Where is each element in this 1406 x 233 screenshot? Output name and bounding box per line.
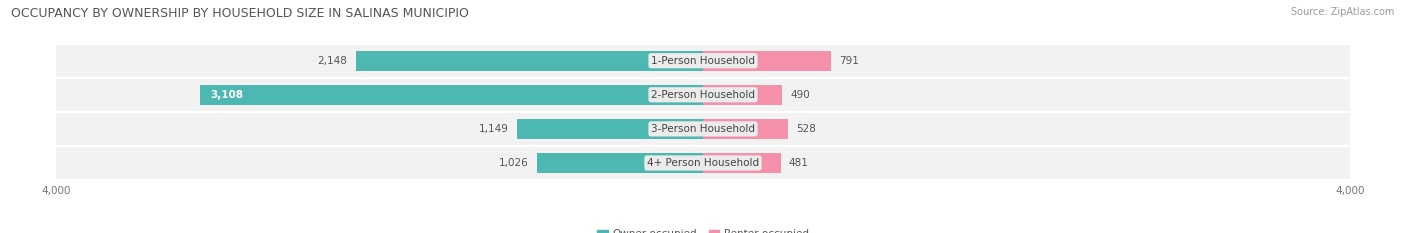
Text: 2-Person Household: 2-Person Household: [651, 90, 755, 100]
Bar: [703, 51, 831, 71]
Text: 528: 528: [796, 124, 817, 134]
Bar: [56, 147, 1350, 179]
Bar: [56, 45, 1350, 77]
Bar: [703, 153, 780, 173]
Text: 481: 481: [789, 158, 808, 168]
Bar: [517, 119, 703, 139]
Bar: [703, 85, 782, 105]
Text: 3-Person Household: 3-Person Household: [651, 124, 755, 134]
Text: 2,148: 2,148: [318, 56, 347, 66]
Bar: [56, 79, 1350, 111]
Text: 1,026: 1,026: [499, 158, 529, 168]
Text: 4+ Person Household: 4+ Person Household: [647, 158, 759, 168]
Text: Source: ZipAtlas.com: Source: ZipAtlas.com: [1291, 7, 1395, 17]
Bar: [56, 113, 1350, 145]
Bar: [201, 85, 703, 105]
Text: 3,108: 3,108: [209, 90, 243, 100]
Text: 1-Person Household: 1-Person Household: [651, 56, 755, 66]
Legend: Owner-occupied, Renter-occupied: Owner-occupied, Renter-occupied: [593, 225, 813, 233]
Bar: [703, 119, 789, 139]
Bar: [537, 153, 703, 173]
Text: 490: 490: [790, 90, 810, 100]
Text: OCCUPANCY BY OWNERSHIP BY HOUSEHOLD SIZE IN SALINAS MUNICIPIO: OCCUPANCY BY OWNERSHIP BY HOUSEHOLD SIZE…: [11, 7, 470, 20]
Text: 791: 791: [839, 56, 859, 66]
Text: 1,149: 1,149: [479, 124, 509, 134]
Bar: [356, 51, 703, 71]
